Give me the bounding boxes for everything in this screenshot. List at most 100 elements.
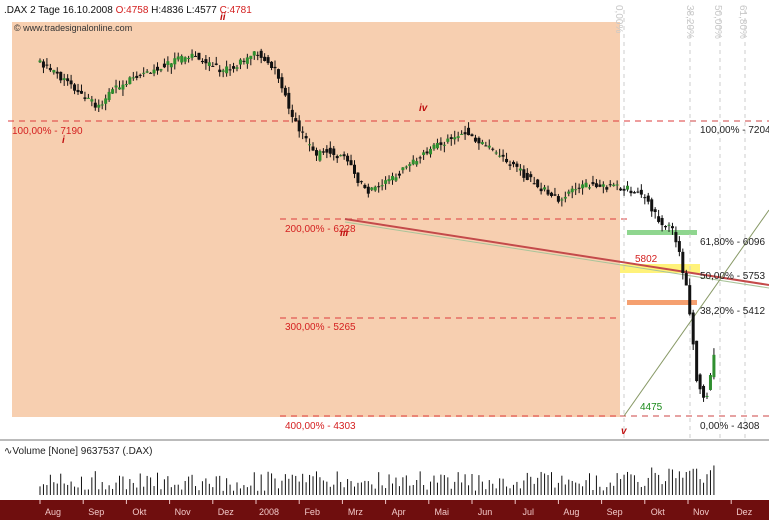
candle bbox=[601, 181, 605, 194]
candle bbox=[456, 131, 460, 142]
month-label: Okt bbox=[651, 507, 666, 517]
candle bbox=[681, 248, 685, 280]
wave-trendline-shadow bbox=[344, 221, 769, 289]
candle bbox=[470, 133, 474, 137]
candle bbox=[639, 184, 643, 198]
candle-body bbox=[138, 74, 142, 76]
candle-body bbox=[712, 354, 716, 378]
candle bbox=[204, 55, 208, 70]
candle bbox=[705, 392, 709, 400]
candle bbox=[432, 142, 436, 151]
candle bbox=[449, 134, 453, 146]
candle-body bbox=[695, 340, 699, 382]
candle bbox=[525, 168, 529, 181]
candle-body bbox=[86, 97, 90, 99]
candle bbox=[373, 185, 377, 192]
candle bbox=[283, 85, 287, 97]
candle bbox=[605, 185, 609, 193]
candle-body bbox=[273, 66, 277, 69]
candle bbox=[97, 99, 101, 113]
candle-body bbox=[183, 57, 187, 62]
candle bbox=[684, 269, 688, 286]
candle-body bbox=[677, 241, 681, 252]
candle-body bbox=[511, 161, 515, 165]
candle-body bbox=[173, 58, 177, 65]
candle bbox=[228, 64, 232, 76]
candle bbox=[187, 55, 191, 63]
candle bbox=[670, 222, 674, 235]
candle bbox=[429, 146, 433, 158]
candle-body bbox=[705, 395, 709, 397]
candle-body bbox=[342, 154, 346, 157]
candle-body bbox=[487, 145, 491, 148]
watermark: © www.tradesignalonline.com bbox=[14, 23, 132, 33]
candle-body bbox=[698, 374, 702, 390]
candle bbox=[207, 57, 211, 72]
fib-382-band bbox=[627, 300, 697, 305]
header-high-low: H:4836 L:4577 bbox=[148, 5, 219, 16]
candle-body bbox=[653, 209, 657, 213]
candle bbox=[384, 176, 388, 190]
candle bbox=[435, 138, 439, 150]
candle bbox=[511, 160, 515, 168]
candle bbox=[273, 60, 277, 75]
vlabel-0: 0,00% bbox=[613, 5, 624, 33]
candle bbox=[674, 226, 678, 248]
candle bbox=[653, 207, 657, 219]
fib-618-band bbox=[627, 230, 697, 235]
wave-label-i: i bbox=[62, 135, 65, 146]
candle-body bbox=[387, 178, 391, 182]
candle bbox=[256, 51, 260, 61]
time-axis: Aug Sep Okt Nov Dez 2008 Feb Mrz Apr Mai Jun Jul Aug… bbox=[39, 500, 753, 517]
candle bbox=[114, 79, 118, 94]
candle-body bbox=[45, 64, 49, 66]
candle-body bbox=[581, 184, 585, 189]
candle bbox=[225, 60, 229, 77]
fib-extension-lines bbox=[8, 120, 690, 417]
candle bbox=[518, 164, 522, 176]
candle-body bbox=[515, 163, 519, 167]
candle-body bbox=[339, 155, 343, 157]
retr-label-100: 100,00% - 7204 bbox=[700, 125, 769, 136]
candle-body bbox=[325, 149, 329, 153]
candle-body bbox=[501, 154, 505, 157]
candle bbox=[245, 53, 249, 69]
candle-body bbox=[650, 199, 654, 212]
vlabel-50: 50,00% bbox=[712, 5, 723, 39]
candle bbox=[359, 180, 363, 185]
candle-body bbox=[308, 144, 312, 146]
candle bbox=[588, 184, 592, 190]
candle-body bbox=[674, 232, 678, 243]
candle bbox=[594, 179, 598, 189]
candle-body bbox=[702, 385, 706, 398]
candle-body bbox=[225, 66, 229, 74]
candle-body bbox=[190, 53, 194, 58]
candle bbox=[38, 58, 42, 63]
candle-body bbox=[356, 172, 360, 183]
candle bbox=[591, 175, 595, 186]
candle bbox=[142, 67, 146, 78]
candle-body bbox=[90, 99, 94, 102]
candle bbox=[619, 187, 623, 192]
candle bbox=[259, 48, 263, 64]
candle-body bbox=[76, 89, 80, 93]
candle-body bbox=[294, 118, 298, 122]
candle bbox=[180, 54, 184, 65]
candle-body bbox=[397, 173, 401, 176]
candle-body bbox=[574, 189, 578, 191]
candle-body bbox=[204, 59, 208, 64]
candle bbox=[643, 194, 647, 205]
candle-body bbox=[287, 92, 291, 109]
candle bbox=[411, 155, 415, 166]
candle bbox=[626, 181, 630, 192]
candle bbox=[339, 154, 343, 157]
candle bbox=[294, 112, 298, 122]
candle bbox=[93, 98, 97, 111]
candle bbox=[439, 137, 443, 151]
candle bbox=[505, 152, 509, 164]
candle bbox=[218, 65, 222, 77]
candle bbox=[677, 236, 681, 257]
candle-body bbox=[280, 77, 284, 89]
candle bbox=[598, 179, 602, 188]
